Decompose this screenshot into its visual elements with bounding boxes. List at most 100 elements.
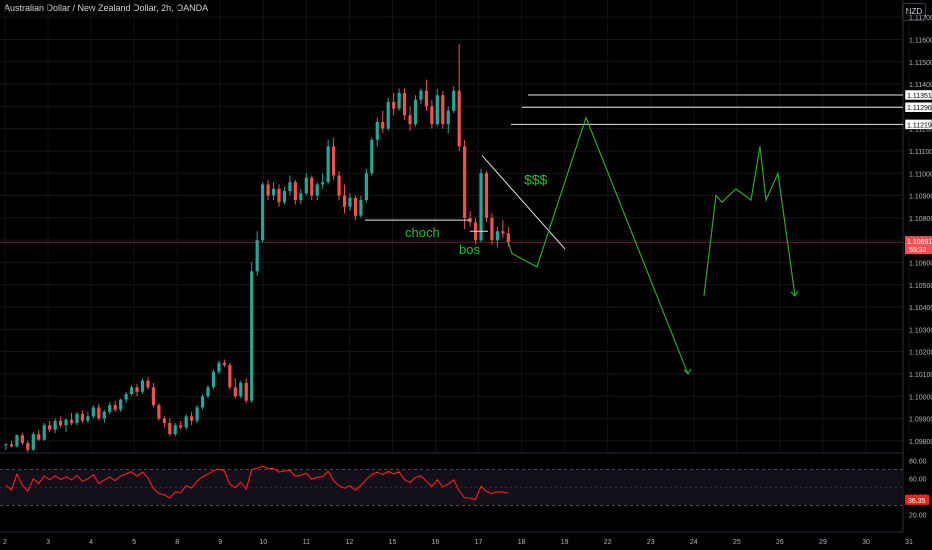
candle-body xyxy=(255,240,259,272)
candle-body xyxy=(228,365,232,388)
candle-body xyxy=(408,115,412,125)
candle-body xyxy=(179,425,183,428)
candle-body xyxy=(348,197,352,207)
candle-body xyxy=(86,416,90,421)
candle-body xyxy=(342,195,347,207)
candle-body xyxy=(359,200,363,216)
current-price-label: 1.10691 xyxy=(907,239,932,246)
price-tick-label: 1.10200 xyxy=(909,350,932,357)
candle-body xyxy=(501,231,505,234)
candle-body xyxy=(261,184,265,241)
candle-body xyxy=(48,425,52,430)
trendline xyxy=(481,155,566,250)
candle-body xyxy=(151,387,156,406)
candle-body xyxy=(173,425,177,435)
bos-label: bos xyxy=(459,242,480,257)
time-tick-label: 19 xyxy=(561,539,569,546)
candle-body xyxy=(386,101,390,129)
candle-body xyxy=(20,435,24,444)
candle-body xyxy=(463,146,467,218)
candle-body xyxy=(244,382,248,401)
candle-body xyxy=(102,411,106,419)
candle-body xyxy=(184,416,188,428)
candle-body xyxy=(392,101,396,109)
candle-body xyxy=(315,184,319,196)
candle-body xyxy=(15,435,19,447)
price-tick-label: 1.11000 xyxy=(909,171,932,178)
candle-body xyxy=(282,191,287,203)
candle-body xyxy=(217,362,221,372)
candle-body xyxy=(168,423,172,435)
candle-body xyxy=(80,414,85,421)
time-tick-label: 23 xyxy=(647,539,655,546)
candle-body xyxy=(37,434,41,440)
candle-body xyxy=(452,90,456,111)
price-tick-label: 1.10500 xyxy=(909,283,932,290)
candle-body xyxy=(430,106,434,125)
candle-body xyxy=(332,146,336,176)
level-tag-label: 1.11351 xyxy=(907,93,932,100)
candle-body xyxy=(135,387,139,392)
level-tag xyxy=(904,119,932,130)
price-tick-label: 1.11400 xyxy=(909,82,932,89)
price-tick-label: 1.10800 xyxy=(909,216,932,223)
candle-body xyxy=(381,121,385,129)
choch-label: choch xyxy=(405,225,440,240)
price-tick-label: 1.10600 xyxy=(909,260,932,267)
candle-body xyxy=(108,405,112,412)
candle-body xyxy=(468,217,472,223)
candle-body xyxy=(113,405,117,410)
rsi-tick-label: 20.00 xyxy=(909,513,927,520)
time-tick-label: 24 xyxy=(690,539,698,546)
candle-body xyxy=(9,444,14,447)
candle-body xyxy=(200,396,205,408)
candle-body xyxy=(299,193,303,201)
candle-body xyxy=(419,90,423,100)
time-tick-label: 30 xyxy=(862,539,870,546)
time-tick-label: 11 xyxy=(303,539,310,546)
candle-body xyxy=(271,188,276,196)
candle-body xyxy=(31,434,35,450)
candle-body xyxy=(326,146,330,183)
current-price-tag xyxy=(905,236,932,255)
price-tick-label: 1.11700 xyxy=(909,15,932,22)
candle-body xyxy=(441,95,445,125)
price-tick-label: 1.10000 xyxy=(909,394,932,401)
candle-body xyxy=(479,173,483,241)
candle-body xyxy=(364,173,368,201)
candle-body xyxy=(157,405,161,419)
level-tag xyxy=(904,89,932,101)
level-tag xyxy=(904,101,932,113)
projection-arrow-head xyxy=(790,290,799,297)
candle-body xyxy=(413,99,418,125)
time-tick-label: 25 xyxy=(733,539,741,546)
projection-path-secondary xyxy=(703,146,796,296)
candle-body xyxy=(190,416,194,421)
time-tick-label: 31 xyxy=(905,539,913,546)
price-tick-label: 1.10300 xyxy=(909,327,932,334)
level-tag-label: 1.11296 xyxy=(907,105,932,112)
time-tick-label: 5 xyxy=(132,539,136,546)
time-tick-label: 2 xyxy=(3,539,7,546)
time-tick-label: 12 xyxy=(346,539,354,546)
price-tick-label: 1.11200 xyxy=(909,127,932,134)
time-tick-label: 29 xyxy=(819,539,827,546)
level-tag-label: 1.11219 xyxy=(907,122,932,129)
time-tick-label: 9 xyxy=(218,539,222,546)
candle-body xyxy=(64,419,68,426)
candle-body xyxy=(321,182,325,185)
candle-body xyxy=(26,443,30,450)
time-tick-label: 3 xyxy=(46,539,50,546)
candle-body xyxy=(495,231,499,241)
candle-body xyxy=(424,90,429,107)
candle-body xyxy=(277,188,281,203)
candle-body xyxy=(119,399,123,410)
candle-body xyxy=(370,139,374,174)
price-tick-label: 1.09800 xyxy=(909,439,932,446)
projection-arrow-head xyxy=(683,368,692,375)
price-tick-label: 1.10100 xyxy=(909,372,932,379)
candle-body xyxy=(490,217,494,241)
time-tick-label: 8 xyxy=(175,539,179,546)
liquidity-label: $$$ xyxy=(524,171,548,187)
